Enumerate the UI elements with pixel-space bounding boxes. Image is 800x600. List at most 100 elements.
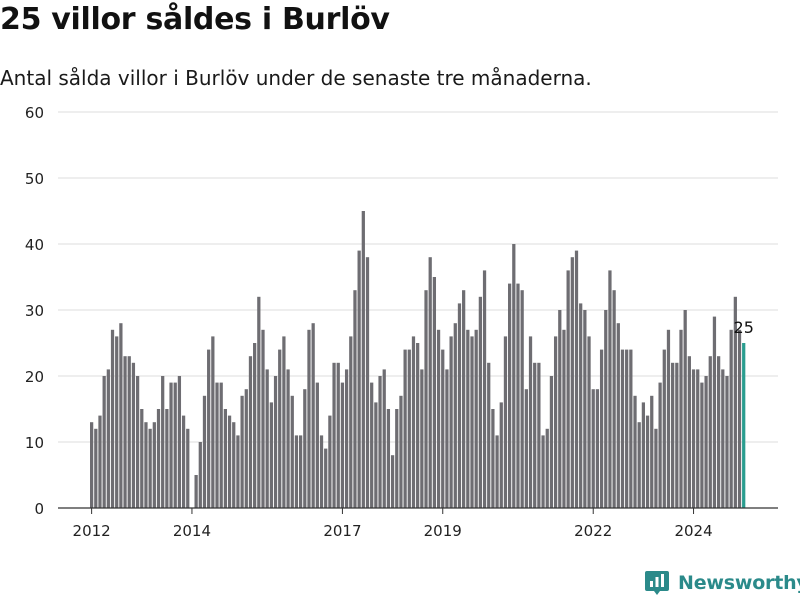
bar <box>733 296 737 508</box>
bar <box>240 395 244 508</box>
bar <box>457 303 462 508</box>
bar <box>445 369 449 508</box>
bar <box>687 356 691 508</box>
bar <box>449 336 453 508</box>
bar <box>524 389 528 508</box>
y-tick-label: 20 <box>25 368 44 386</box>
bar <box>462 290 466 508</box>
bar <box>102 376 106 508</box>
bar <box>620 349 625 508</box>
bar <box>98 415 102 508</box>
bar <box>482 270 487 508</box>
bar <box>704 376 708 508</box>
bar <box>357 250 361 508</box>
bar <box>428 257 432 508</box>
bar <box>495 435 499 508</box>
bar <box>666 329 671 508</box>
bar <box>416 343 420 508</box>
bar <box>407 349 411 508</box>
bar <box>324 448 328 508</box>
bar <box>353 290 357 508</box>
bar <box>140 409 144 508</box>
bar <box>123 356 127 508</box>
bar-series <box>90 211 746 508</box>
bar <box>253 343 257 508</box>
bar <box>737 329 742 508</box>
y-tick-label: 50 <box>25 170 44 188</box>
x-tick-label: 2014 <box>173 522 211 540</box>
bar <box>361 211 365 508</box>
bar <box>307 329 311 508</box>
chart-title: 25 villor såldes i Burlöv <box>0 2 390 37</box>
bar <box>633 395 637 508</box>
bar <box>558 310 562 508</box>
bar <box>319 435 324 508</box>
bar <box>679 329 683 508</box>
bar <box>662 349 666 508</box>
bar <box>110 329 115 508</box>
bar <box>725 376 729 508</box>
bar <box>177 376 182 508</box>
bar <box>390 455 395 508</box>
bar <box>432 277 437 508</box>
x-tick-label: 2022 <box>574 522 612 540</box>
bar <box>520 290 524 508</box>
bar <box>236 435 240 508</box>
x-tick-label: 2024 <box>674 522 712 540</box>
bar <box>654 428 658 508</box>
bar <box>336 362 340 508</box>
bar <box>574 250 579 508</box>
bar <box>637 422 641 508</box>
bar <box>516 283 520 508</box>
bar <box>700 382 704 508</box>
bar <box>127 356 131 508</box>
bar <box>181 415 186 508</box>
bar <box>474 329 478 508</box>
bar <box>683 310 687 508</box>
bar <box>549 376 554 508</box>
bar <box>553 336 558 508</box>
y-tick-label: 30 <box>25 302 44 320</box>
bar <box>399 395 403 508</box>
brand-name: Newsworthy <box>678 572 800 594</box>
bar <box>629 349 633 508</box>
bar <box>370 382 374 508</box>
bar <box>508 283 512 508</box>
bar <box>202 395 207 508</box>
bar <box>604 310 608 508</box>
newsworthy-brand[interactable]: Newsworthy <box>644 569 800 597</box>
bar <box>340 382 345 508</box>
bar <box>599 349 604 508</box>
bar <box>257 296 261 508</box>
bar <box>282 336 286 508</box>
bar <box>382 369 386 508</box>
bar <box>658 382 662 508</box>
bar <box>90 422 94 508</box>
bar <box>403 349 407 508</box>
bar <box>608 270 612 508</box>
bar <box>303 389 307 508</box>
bar <box>156 409 161 508</box>
bar <box>173 382 177 508</box>
bar <box>328 415 332 508</box>
bar <box>478 296 482 508</box>
bar <box>395 409 399 508</box>
bar <box>625 349 629 508</box>
bar <box>194 475 198 508</box>
annotations: 25 <box>734 318 754 337</box>
y-tick-label: 60 <box>25 104 44 122</box>
bar <box>290 395 294 508</box>
bar <box>491 409 495 508</box>
bar <box>537 362 541 508</box>
bar <box>717 356 721 508</box>
bar <box>332 362 336 508</box>
bar <box>411 336 416 508</box>
bar <box>119 323 123 508</box>
bar <box>374 402 378 508</box>
bar <box>612 290 616 508</box>
bar <box>227 415 232 508</box>
bar <box>198 442 202 508</box>
x-tick-label: 2012 <box>73 522 111 540</box>
bar <box>248 356 253 508</box>
bar <box>712 316 717 508</box>
